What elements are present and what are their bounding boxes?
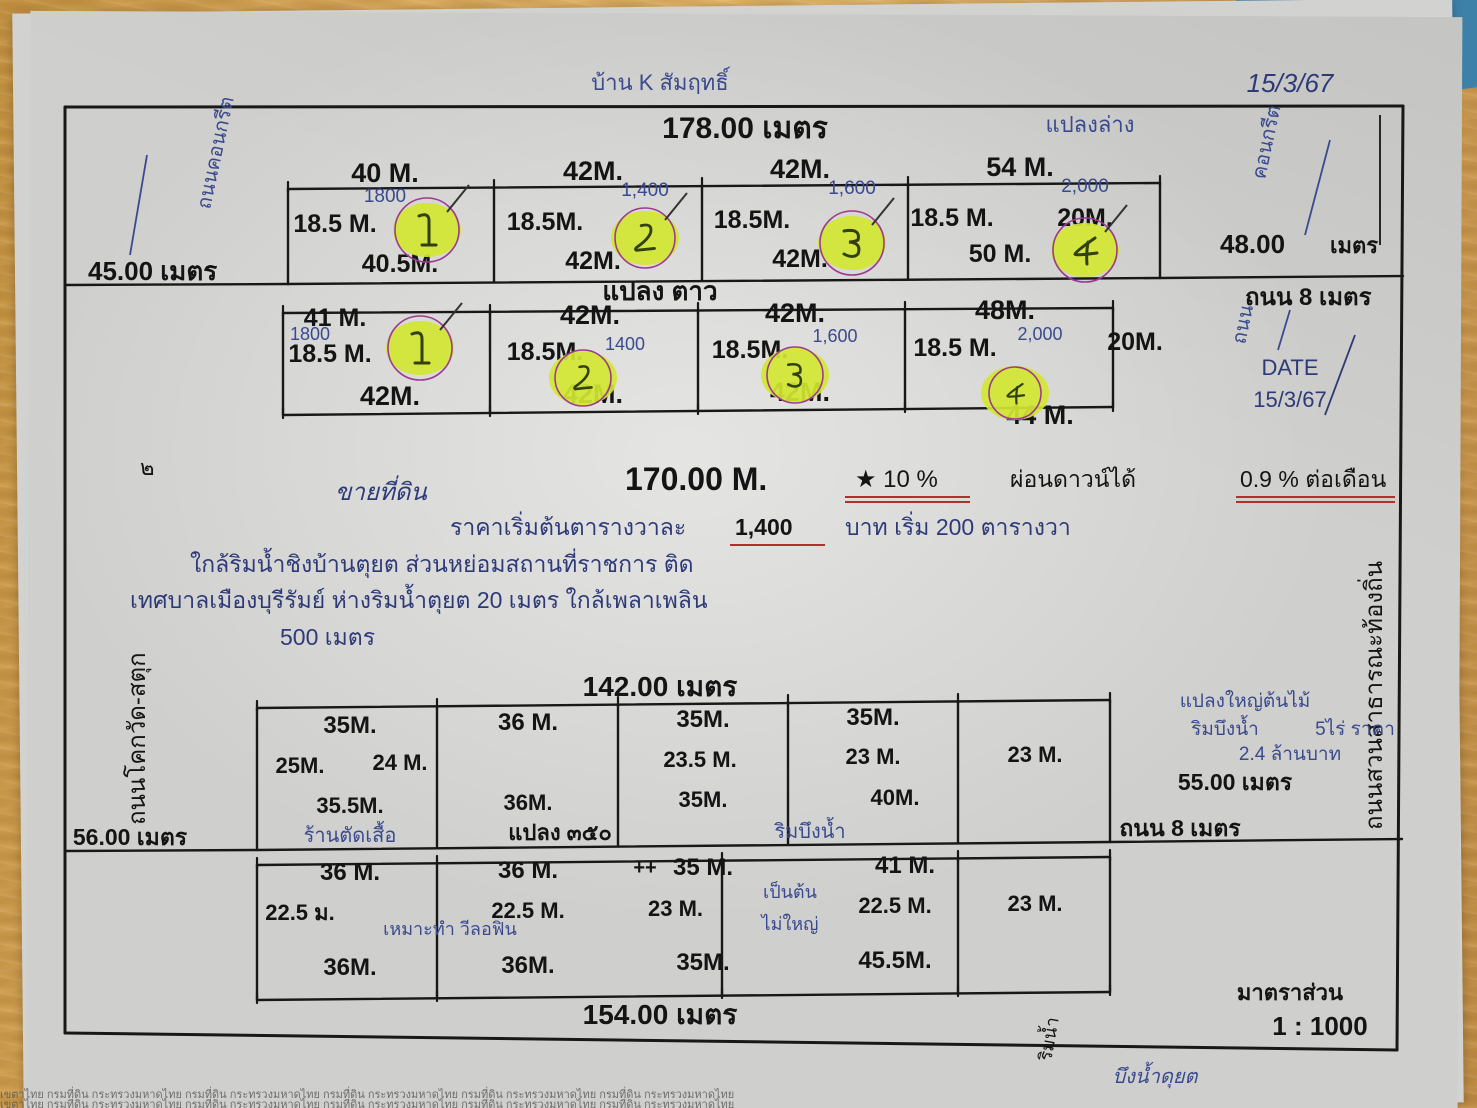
svg-text:ถนน 8 เมตร: ถนน 8 เมตร xyxy=(1245,284,1372,311)
svg-text:48.00: 48.00 xyxy=(1220,229,1285,259)
svg-text:บ้าน K สัมฤทธิ์: บ้าน K สัมฤทธิ์ xyxy=(591,67,731,95)
svg-text:แปลงล่าง: แปลงล่าง xyxy=(1046,112,1135,137)
svg-text:24 M.: 24 M. xyxy=(372,750,427,775)
svg-text:18.5M.: 18.5M. xyxy=(507,208,583,236)
svg-text:35M.: 35M. xyxy=(679,787,728,812)
svg-text:23 M.: 23 M. xyxy=(845,744,900,769)
svg-text:ริมบึงน้ำ: ริมบึงน้ำ xyxy=(1190,715,1259,740)
svg-text:42M.: 42M. xyxy=(770,154,830,184)
svg-text:มาตราส่วน: มาตราส่วน xyxy=(1237,980,1343,1005)
svg-text:42M.: 42M. xyxy=(563,156,623,186)
svg-text:40 M.: 40 M. xyxy=(351,158,419,188)
svg-text:DATE: DATE xyxy=(1261,355,1318,380)
svg-text:ใกล้ริมน้ำชิงบ้านตุยต ส่วนหย่: ใกล้ริมน้ำชิงบ้านตุยต ส่วนหย่อมสถานที่รา… xyxy=(190,548,694,578)
svg-text:23.5 M.: 23.5 M. xyxy=(663,747,736,772)
svg-text:2.4 ล้านบาท: 2.4 ล้านบาท xyxy=(1239,744,1341,765)
svg-text:35.5M.: 35.5M. xyxy=(316,793,383,818)
svg-text:แปลง ตาว: แปลง ตาว xyxy=(602,276,717,306)
svg-text:35M.: 35M. xyxy=(676,949,729,976)
svg-text:ริมน้ำ: ริมน้ำ xyxy=(1032,1015,1062,1063)
svg-text:บาท เริ่ม 200 ตารางวา: บาท เริ่ม 200 ตารางวา xyxy=(845,511,1071,540)
svg-text:2,000: 2,000 xyxy=(1017,324,1062,344)
svg-text:25M.: 25M. xyxy=(276,753,325,778)
svg-text:ร้านตัดเสื้อ: ร้านตัดเสื้อ xyxy=(304,821,397,847)
svg-text:★ 10 %: ★ 10 % xyxy=(855,466,938,493)
svg-text:1 : 1000: 1 : 1000 xyxy=(1272,1011,1367,1041)
svg-text:ริมบึงน้ำ: ริมบึงน้ำ xyxy=(774,817,846,843)
svg-text:ถนนสวนสาธารณะท้องถิ่น: ถนนสวนสาธารณะท้องถิ่น xyxy=(1357,561,1388,830)
svg-text:15/3/67: 15/3/67 xyxy=(1253,387,1326,412)
svg-text:170.00 M.: 170.00 M. xyxy=(625,461,767,497)
svg-text:18.5 M.: 18.5 M. xyxy=(288,340,371,368)
svg-text:คอนกรีต: คอนกรีต xyxy=(1248,103,1285,181)
svg-text:22.5 M.: 22.5 M. xyxy=(858,893,931,918)
svg-text:1,600: 1,600 xyxy=(828,178,876,199)
svg-text:48M.: 48M. xyxy=(975,295,1035,325)
svg-text:ถนนคอนกรีต: ถนนคอนกรีต xyxy=(193,95,238,211)
svg-text:ไม่ใหญ่: ไม่ใหญ่ xyxy=(760,913,819,934)
svg-text:15/3/67: 15/3/67 xyxy=(1247,68,1335,98)
svg-text:36M.: 36M. xyxy=(501,952,554,979)
svg-text:บึงน้ำดุยต: บึงน้ำดุยต xyxy=(1112,1061,1198,1089)
svg-text:178.00 เมตร: 178.00 เมตร xyxy=(662,112,828,145)
svg-text:500 เมตร: 500 เมตร xyxy=(280,624,375,650)
svg-text:1800: 1800 xyxy=(290,324,330,344)
svg-text:36M.: 36M. xyxy=(504,790,553,815)
svg-text:45.5M.: 45.5M. xyxy=(858,947,931,974)
svg-text:++: ++ xyxy=(633,857,656,879)
svg-text:1,400: 1,400 xyxy=(735,514,793,540)
svg-text:36 M.: 36 M. xyxy=(320,859,380,886)
svg-text:18.5 M.: 18.5 M. xyxy=(913,334,996,362)
svg-text:เหมาะทำ วีลอฟิน: เหมาะทำ วีลอฟิน xyxy=(383,919,517,939)
svg-text:เป็นต้น: เป็นต้น xyxy=(763,880,817,902)
svg-text:2,000: 2,000 xyxy=(1061,176,1109,197)
svg-text:0.9 % ต่อเดือน: 0.9 % ต่อเดือน xyxy=(1240,466,1387,492)
svg-text:23 M.: 23 M. xyxy=(648,896,703,921)
svg-text:56.00 เมตร: 56.00 เมตร xyxy=(73,824,188,850)
svg-text:35M.: 35M. xyxy=(323,712,376,739)
svg-text:22.5 ม.: 22.5 ม. xyxy=(265,900,335,925)
svg-text:50 M.: 50 M. xyxy=(969,240,1032,268)
svg-text:แปลงใหญ่ต้นไม้: แปลงใหญ่ต้นไม้ xyxy=(1180,690,1311,712)
svg-text:154.00 เมตร: 154.00 เมตร xyxy=(583,999,738,1030)
svg-text:ถนน: ถนน xyxy=(1228,303,1258,346)
svg-text:1,400: 1,400 xyxy=(621,180,669,201)
svg-text:18.5 M.: 18.5 M. xyxy=(910,204,993,232)
svg-text:ผ่อนดาวน์ได้: ผ่อนดาวน์ได้ xyxy=(1010,466,1136,492)
svg-text:1400: 1400 xyxy=(605,334,645,354)
svg-text:54 M.: 54 M. xyxy=(986,152,1054,182)
svg-text:41 M.: 41 M. xyxy=(875,852,935,879)
svg-text:45.00 เมตร: 45.00 เมตร xyxy=(88,256,217,286)
svg-text:ถนน 8 เมตร: ถนน 8 เมตร xyxy=(1119,815,1241,841)
svg-text:35M.: 35M. xyxy=(846,704,899,731)
svg-text:ถนนโคกวัด-สตุก: ถนนโคกวัด-สตุก xyxy=(123,652,152,825)
svg-text:36 M.: 36 M. xyxy=(498,709,558,736)
svg-text:35 M.: 35 M. xyxy=(673,854,733,881)
svg-text:1,600: 1,600 xyxy=(812,326,857,346)
svg-text:35M.: 35M. xyxy=(676,706,729,733)
svg-text:23 M.: 23 M. xyxy=(1007,891,1062,916)
svg-text:142.00 เมตร: 142.00 เมตร xyxy=(583,671,738,702)
svg-text:42M.: 42M. xyxy=(360,381,420,411)
svg-text:42M.: 42M. xyxy=(765,298,825,328)
svg-text:20M.: 20M. xyxy=(1107,328,1163,356)
svg-text:เทศบาลเมืองบุรีรัมย์ ห่างริมน: เทศบาลเมืองบุรีรัมย์ ห่างริมน้ำตุยต 20 เ… xyxy=(130,584,708,614)
svg-text:1800: 1800 xyxy=(364,186,406,207)
svg-text:23 M.: 23 M. xyxy=(1007,742,1062,767)
svg-text:42M.: 42M. xyxy=(565,247,621,275)
svg-text:เมตร: เมตร xyxy=(1330,233,1378,258)
svg-text:ขายที่ดิน: ขายที่ดิน xyxy=(335,475,427,506)
svg-text:36 M.: 36 M. xyxy=(498,857,558,884)
svg-text:5ไร่ ราคา: 5ไร่ ราคา xyxy=(1315,718,1395,740)
svg-text:18.5 M.: 18.5 M. xyxy=(293,210,376,238)
svg-text:40M.: 40M. xyxy=(871,785,920,810)
svg-text:แปลง ๓๕๐: แปลง ๓๕๐ xyxy=(508,820,612,845)
svg-text:18.5M.: 18.5M. xyxy=(714,206,790,234)
svg-text:๒: ๒ xyxy=(140,455,155,480)
svg-text:55.00 เมตร: 55.00 เมตร xyxy=(1178,769,1293,795)
svg-text:ราคาเริ่มต้นตารางวาละ: ราคาเริ่มต้นตารางวาละ xyxy=(450,511,686,540)
svg-text:36M.: 36M. xyxy=(323,954,376,981)
